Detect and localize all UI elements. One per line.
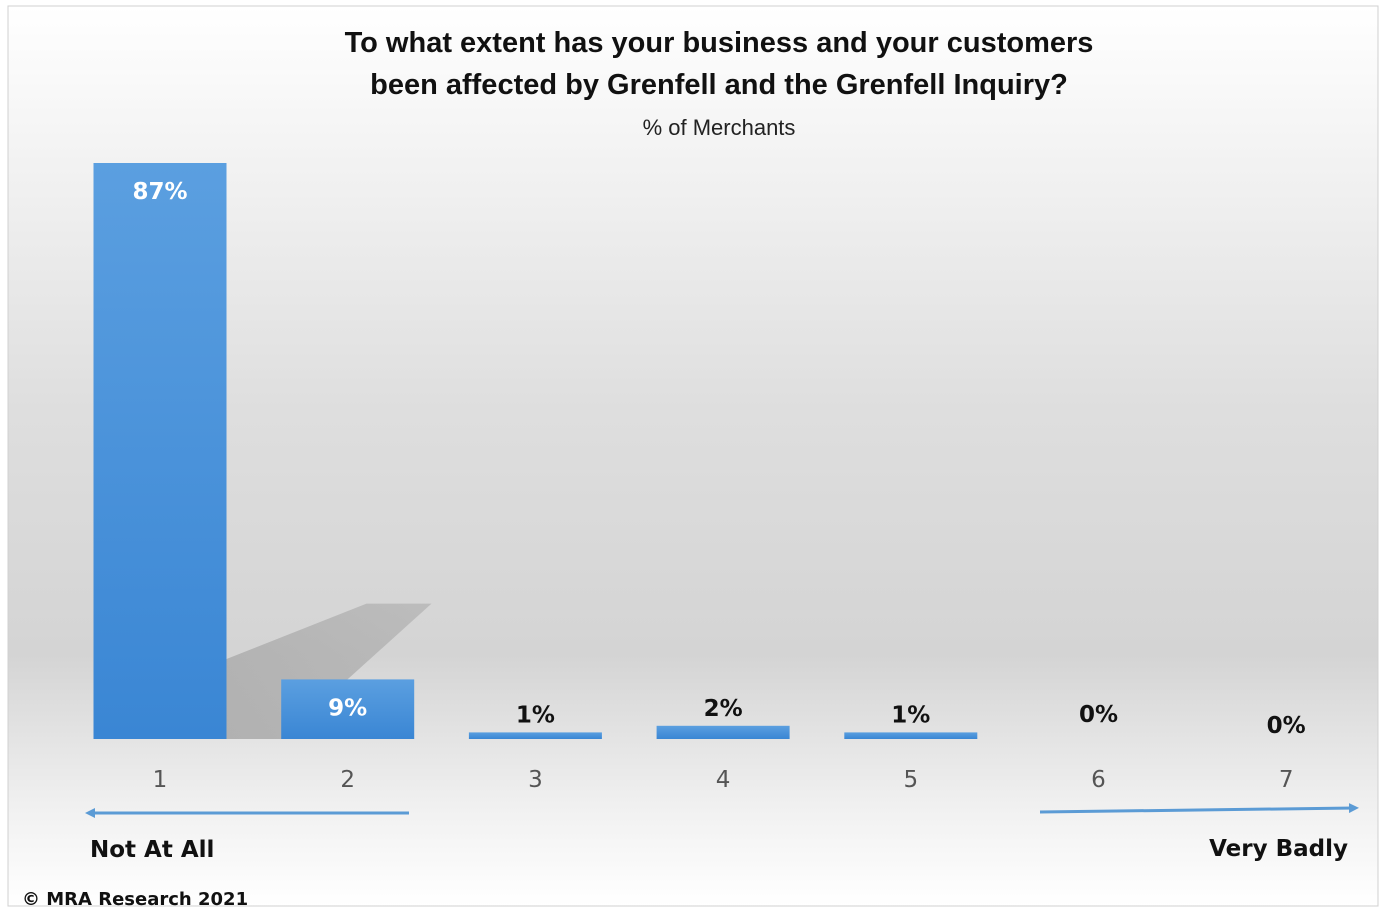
x-tick-label-3: 3 xyxy=(528,767,543,793)
bar-shadow-1 xyxy=(226,603,432,739)
bar-shadow-group xyxy=(226,603,432,739)
chart-background xyxy=(8,6,1378,906)
value-label-1: 87% xyxy=(132,179,187,205)
bar-2 xyxy=(281,679,415,739)
x-tick-labels-group: 1 2 3 4 5 6 7 xyxy=(153,767,1294,793)
value-label-5: 1% xyxy=(891,702,930,728)
scale-left-label: Not At All xyxy=(90,837,214,863)
x-tick-label-6: 6 xyxy=(1091,767,1106,793)
value-label-2: 9% xyxy=(328,695,367,721)
bar-4 xyxy=(656,725,790,739)
chart-subtitle: % of Merchants xyxy=(643,115,796,140)
value-label-3: 1% xyxy=(516,702,555,728)
chart-title-line-2: been affected by Grenfell and the Grenfe… xyxy=(370,69,1068,101)
scale-right-label: Very Badly xyxy=(1209,836,1348,862)
x-tick-label-2: 2 xyxy=(340,767,355,793)
bar-1 xyxy=(93,163,227,739)
chart-title-line-1: To what extent has your business and you… xyxy=(345,27,1094,59)
copyright-notice: © MRA Research 2021 xyxy=(22,889,248,910)
x-tick-label-4: 4 xyxy=(716,767,731,793)
bar-5 xyxy=(844,732,978,739)
value-labels-group: 87% 9% 1% 2% 1% 0% 0% xyxy=(132,179,1305,739)
x-tick-label-5: 5 xyxy=(903,767,918,793)
chart-border xyxy=(7,5,1379,907)
value-label-4: 2% xyxy=(704,696,743,722)
x-tick-label-1: 1 xyxy=(153,767,168,793)
bars-group xyxy=(93,163,978,739)
x-tick-label-7: 7 xyxy=(1279,767,1294,793)
scale-right-arrow xyxy=(1039,803,1359,814)
bar-3 xyxy=(468,732,602,739)
value-label-7: 0% xyxy=(1267,713,1306,739)
value-label-6: 0% xyxy=(1079,702,1118,728)
